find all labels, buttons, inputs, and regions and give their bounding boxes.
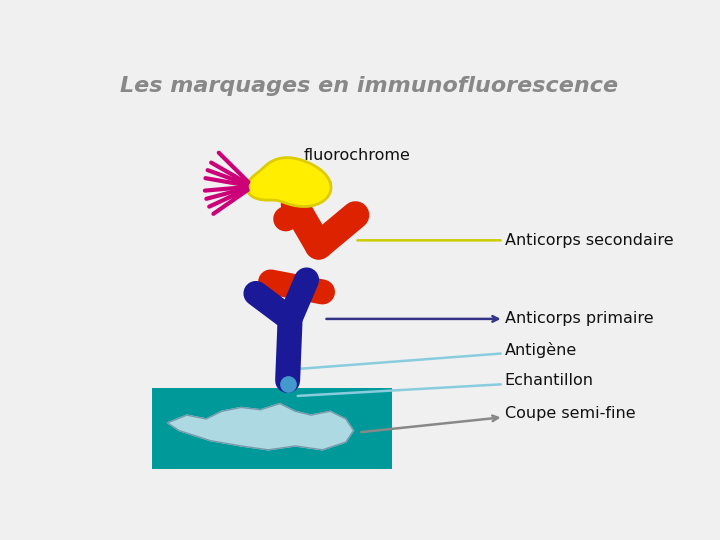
Text: Antigène: Antigène	[505, 342, 577, 357]
Text: Coupe semi-fine: Coupe semi-fine	[505, 406, 635, 421]
Text: Echantillon: Echantillon	[505, 373, 593, 388]
Text: Les marquages en immunofluorescence: Les marquages en immunofluorescence	[120, 76, 618, 96]
Text: Anticorps primaire: Anticorps primaire	[505, 312, 653, 326]
Text: Anticorps secondaire: Anticorps secondaire	[505, 233, 673, 248]
Text: fluorochrome: fluorochrome	[303, 148, 410, 163]
Polygon shape	[247, 158, 331, 206]
Bar	[152, 388, 392, 469]
Polygon shape	[168, 403, 354, 450]
